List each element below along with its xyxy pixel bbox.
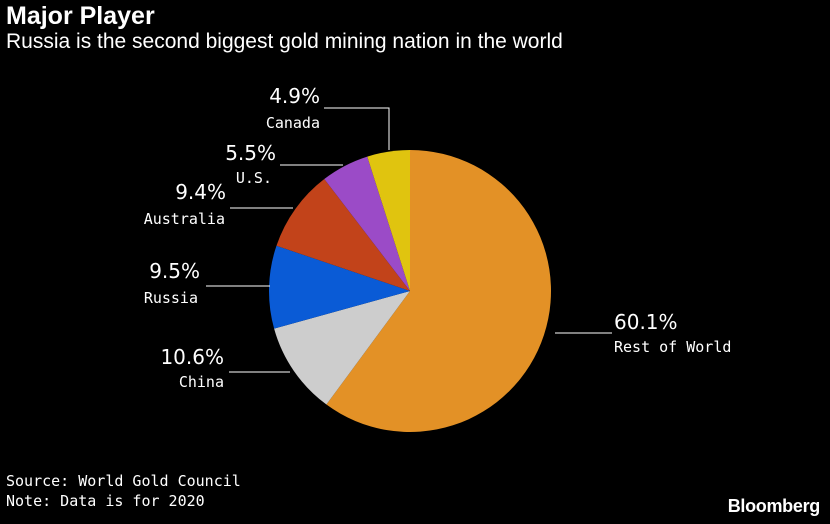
value-label-u-s: 5.5% [225,141,276,165]
category-label-u-s: U.S. [236,169,272,187]
pie-slice-china [274,291,410,405]
pie-slice-canada [367,150,410,291]
bloomberg-logo: Bloomberg [727,496,821,516]
value-label-canada: 4.9% [269,84,320,108]
category-label-australia: Australia [144,210,225,228]
category-label-rest-of-world: Rest of World [614,338,731,356]
pie-slice-russia [268,245,410,329]
chart-title: Major Player [6,2,155,30]
pie-slice-u-s [324,156,410,291]
category-label-china: China [179,373,224,391]
value-label-china: 10.6% [160,345,224,369]
value-label-russia: 9.5% [149,259,200,283]
category-label-canada: Canada [266,114,320,132]
leader-line-canada [324,107,390,150]
source-note: Source: World Gold Council [6,472,241,490]
value-label-australia: 9.4% [175,180,226,204]
pie-slice-rest-of-world [326,150,552,433]
value-label-rest-of-world: 60.1% [614,310,678,334]
chart-subtitle: Russia is the second biggest gold mining… [6,30,563,53]
data-note: Note: Data is for 2020 [6,492,205,510]
category-label-russia: Russia [144,289,198,307]
pie-slice-australia [276,179,410,291]
